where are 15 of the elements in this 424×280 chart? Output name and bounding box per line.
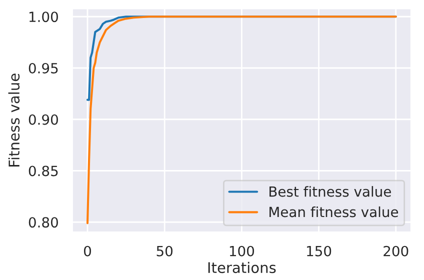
x-tick-label: 100 <box>230 246 254 256</box>
x-tick-label: 50 <box>156 246 173 256</box>
legend-label: Mean fitness value <box>270 206 398 218</box>
legend-label: Best fitness value <box>270 186 391 197</box>
x-tick-label: 150 <box>307 246 332 256</box>
line-series <box>86 16 397 224</box>
y-tick-label: 0.85 <box>28 166 58 176</box>
y-tick-label: 0.80 <box>28 217 58 228</box>
y-tick-label: 0.95 <box>28 62 58 74</box>
y-tick-label: 0.90 <box>28 114 58 125</box>
x-axis-title: Iterations <box>208 262 276 274</box>
x-tick-label: 0 <box>84 246 91 256</box>
y-tick-label: 1.00 <box>29 12 58 22</box>
y-axis-title: Fitness value <box>8 74 20 166</box>
x-tick-label: 200 <box>384 246 408 256</box>
